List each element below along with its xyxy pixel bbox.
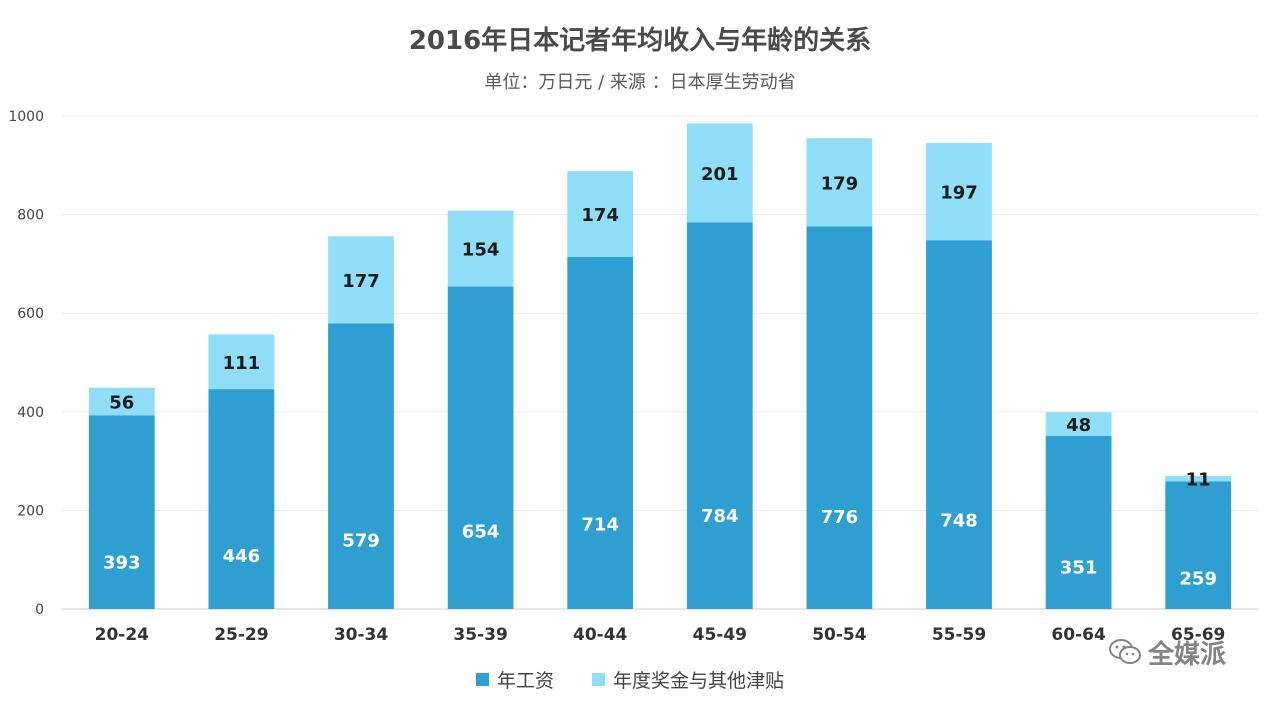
x-tick-label: 60-64 xyxy=(1051,625,1106,645)
legend-swatch-salary xyxy=(476,672,489,686)
bar-salary xyxy=(567,256,634,609)
bar-bonus xyxy=(926,143,992,241)
x-tick-label: 35-39 xyxy=(453,625,507,645)
data-label-bonus: 174 xyxy=(581,205,619,226)
bar-salary xyxy=(926,240,992,609)
bar-bonus xyxy=(1045,412,1112,436)
bar-bonus xyxy=(1165,475,1232,482)
wechat-icon xyxy=(1109,639,1141,664)
data-label-bonus: 201 xyxy=(701,164,739,185)
bar-bonus xyxy=(208,334,275,390)
data-label-salary: 784 xyxy=(701,506,739,527)
x-tick-label: 50-54 xyxy=(812,625,867,645)
data-label-bonus: 11 xyxy=(1186,470,1211,491)
bar-bonus xyxy=(328,236,394,324)
x-tick-label: 25-29 xyxy=(214,625,268,645)
data-label-salary: 351 xyxy=(1060,557,1098,578)
bar-salary xyxy=(1045,435,1112,609)
x-tick-label: 55-59 xyxy=(932,625,986,645)
bar-bonus xyxy=(686,123,753,223)
data-label-salary: 446 xyxy=(223,546,261,567)
data-label-bonus: 48 xyxy=(1066,415,1091,436)
chart-subtitle: 单位：万日元 / 来源 ：日本厚生劳动省 xyxy=(484,72,796,93)
y-tick-label: 0 xyxy=(35,602,44,618)
x-tick-label: 45-49 xyxy=(693,625,747,645)
bar-bonus xyxy=(806,138,873,227)
data-label-salary: 259 xyxy=(1179,568,1217,589)
bar-bonus xyxy=(567,171,634,257)
data-label-bonus: 197 xyxy=(940,183,978,204)
bar-salary xyxy=(447,286,514,609)
bar-salary xyxy=(88,415,155,609)
bar-bonus xyxy=(88,387,155,416)
bar-salary xyxy=(328,323,394,609)
legend-label-salary: 年工资 xyxy=(497,669,555,692)
data-label-bonus: 111 xyxy=(223,353,261,374)
x-tick-label: 30-34 xyxy=(334,625,389,645)
chart-title: 2016年日本记者年均收入与年龄的关系 xyxy=(408,26,872,56)
y-tick-label: 800 xyxy=(17,208,44,224)
data-label-bonus: 179 xyxy=(821,173,859,194)
data-label-salary: 393 xyxy=(103,553,141,574)
bar-salary xyxy=(686,222,753,609)
bar-salary xyxy=(208,389,275,609)
legend-item-bonus: 年度奖金与其他津贴 xyxy=(592,666,784,692)
data-label-salary: 776 xyxy=(821,507,859,528)
y-tick-label: 600 xyxy=(17,306,44,322)
bar-bonus xyxy=(447,210,514,287)
data-label-salary: 748 xyxy=(940,510,978,531)
data-label-bonus: 177 xyxy=(342,271,380,292)
watermark: 全媒派 xyxy=(1108,632,1226,672)
legend-label-bonus: 年度奖金与其他津贴 xyxy=(613,669,785,692)
data-label-salary: 654 xyxy=(462,522,500,543)
data-label-salary: 579 xyxy=(342,530,380,551)
x-tick-label: 65-69 xyxy=(1171,625,1225,645)
y-tick-label: 1000 xyxy=(8,109,44,125)
x-tick-label: 40-44 xyxy=(573,625,628,645)
x-tick-label: 20-24 xyxy=(95,625,150,645)
bar-salary xyxy=(1165,481,1232,609)
data-label-bonus: 56 xyxy=(109,392,134,413)
bar-salary xyxy=(806,226,873,609)
data-label-salary: 714 xyxy=(581,515,619,536)
data-label-bonus: 154 xyxy=(462,240,500,261)
legend-swatch-bonus xyxy=(592,672,605,686)
watermark-text: 全媒派 xyxy=(1148,639,1227,670)
legend-item-salary: 年工资 xyxy=(476,666,554,692)
y-tick-label: 400 xyxy=(17,405,44,421)
y-tick-label: 200 xyxy=(17,503,44,519)
